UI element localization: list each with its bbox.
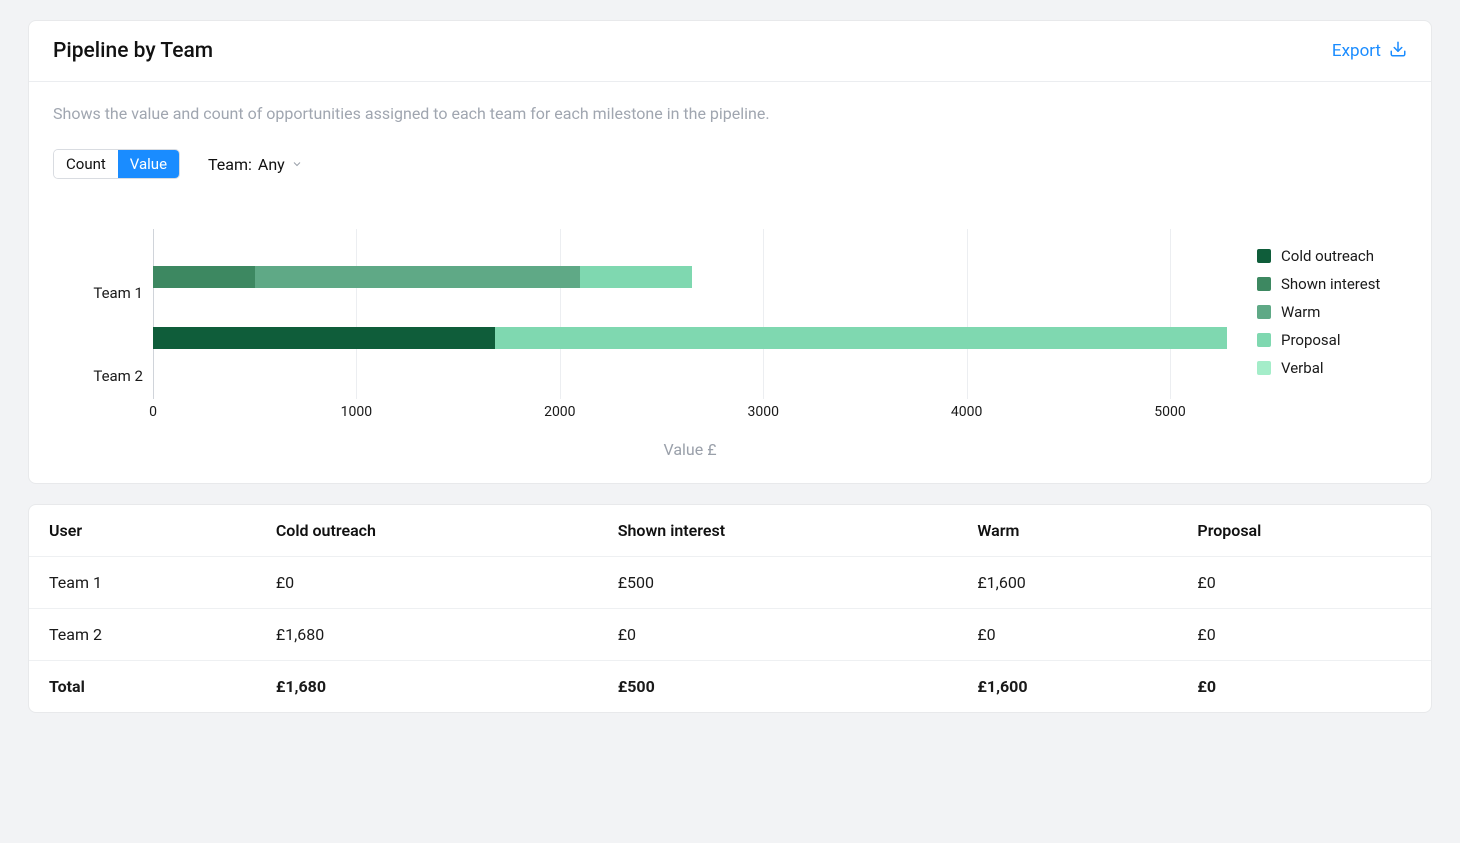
legend-label: Warm — [1281, 303, 1320, 321]
chart-x-axis-label: Value £ — [153, 440, 1227, 459]
legend-swatch — [1257, 333, 1271, 347]
chart-legend: Cold outreach Shown interest Warm Proposal V… — [1257, 229, 1407, 459]
pipeline-card: Pipeline by Team Export Shows the value … — [28, 20, 1432, 484]
table-row: Team 2£1,680£0£0£0 — [29, 609, 1431, 661]
table-cell: £0 — [256, 557, 598, 609]
table-column-header: User — [29, 505, 256, 557]
gridline — [967, 229, 968, 399]
legend-item: Proposal — [1257, 331, 1407, 349]
legend-swatch — [1257, 249, 1271, 263]
legend-item: Cold outreach — [1257, 247, 1407, 265]
x-tick-label: 5000 — [1154, 404, 1185, 420]
table-cell: £1,680 — [256, 609, 598, 661]
table-cell: Team 2 — [29, 609, 256, 661]
table-cell: £1,680 — [256, 661, 598, 713]
team-filter[interactable]: Team: Any — [208, 155, 303, 174]
legend-item: Warm — [1257, 303, 1407, 321]
card-header: Pipeline by Team Export — [29, 21, 1431, 82]
table-cell: £0 — [598, 609, 958, 661]
gridline — [763, 229, 764, 399]
bar-segment[interactable] — [580, 266, 692, 288]
chevron-down-icon — [291, 155, 303, 174]
x-tick-label: 3000 — [747, 404, 778, 420]
legend-item: Shown interest — [1257, 275, 1407, 293]
bar-segment[interactable] — [495, 327, 1227, 349]
table-row: Total£1,680£500£1,600£0 — [29, 661, 1431, 713]
table-body: Team 1£0£500£1,600£0Team 2£1,680£0£0£0To… — [29, 557, 1431, 713]
table-cell: £1,600 — [957, 557, 1177, 609]
chart-x-ticks: 010002000300040005000 — [153, 404, 1227, 424]
team-filter-label: Team: — [208, 155, 252, 174]
toggle-value[interactable]: Value — [118, 150, 179, 178]
team-filter-value: Any — [258, 155, 285, 174]
pipeline-table: UserCold outreachShown interestWarmPropo… — [29, 505, 1431, 712]
bar-segment[interactable] — [153, 266, 255, 288]
chart-plot — [153, 229, 1227, 399]
bar-row — [153, 266, 1227, 288]
x-tick-label: 2000 — [544, 404, 575, 420]
table-column-header: Shown interest — [598, 505, 958, 557]
table-cell: £0 — [1177, 661, 1431, 713]
gridline — [153, 229, 154, 399]
legend-label: Shown interest — [1281, 275, 1380, 293]
legend-swatch — [1257, 305, 1271, 319]
card-subtitle: Shows the value and count of opportuniti… — [29, 82, 1431, 131]
page-title: Pipeline by Team — [53, 39, 213, 63]
table-row: Team 1£0£500£1,600£0 — [29, 557, 1431, 609]
export-button[interactable]: Export — [1332, 40, 1407, 63]
table-header-row: UserCold outreachShown interestWarmPropo… — [29, 505, 1431, 557]
table-cell: £0 — [1177, 609, 1431, 661]
table-column-header: Warm — [957, 505, 1177, 557]
x-tick-label: 1000 — [341, 404, 372, 420]
gridline — [1170, 229, 1171, 399]
toggle-count[interactable]: Count — [54, 150, 118, 178]
legend-label: Verbal — [1281, 359, 1324, 377]
table-cell: £0 — [1177, 557, 1431, 609]
pipeline-table-card: UserCold outreachShown interestWarmPropo… — [28, 504, 1432, 713]
table-cell: £500 — [598, 661, 958, 713]
table-cell: Total — [29, 661, 256, 713]
chart-area: 0 1000 2000 3000 4000 5000 Value £ Team 1 Team… — [53, 229, 1227, 459]
controls-row: Count Value Team: Any — [29, 131, 1431, 189]
y-axis-label: Team 2 — [63, 367, 143, 385]
table-cell: Team 1 — [29, 557, 256, 609]
y-axis-label: Team 1 — [63, 284, 143, 302]
table-column-header: Proposal — [1177, 505, 1431, 557]
chart-wrap: 0 1000 2000 3000 4000 5000 Value £ Team 1 Team… — [29, 189, 1431, 483]
bar-segment[interactable] — [153, 327, 495, 349]
bar-row — [153, 327, 1227, 349]
export-label: Export — [1332, 41, 1381, 61]
table-cell: £0 — [957, 609, 1177, 661]
bar-segment[interactable] — [255, 266, 580, 288]
x-tick-label: 0 — [149, 404, 157, 420]
table-column-header: Cold outreach — [256, 505, 598, 557]
legend-label: Cold outreach — [1281, 247, 1374, 265]
legend-item: Verbal — [1257, 359, 1407, 377]
legend-swatch — [1257, 277, 1271, 291]
gridline — [560, 229, 561, 399]
gridline — [356, 229, 357, 399]
legend-swatch — [1257, 361, 1271, 375]
table-cell: £1,600 — [957, 661, 1177, 713]
download-icon — [1389, 40, 1407, 63]
x-tick-label: 4000 — [951, 404, 982, 420]
legend-label: Proposal — [1281, 331, 1340, 349]
table-cell: £500 — [598, 557, 958, 609]
count-value-toggle: Count Value — [53, 149, 180, 179]
